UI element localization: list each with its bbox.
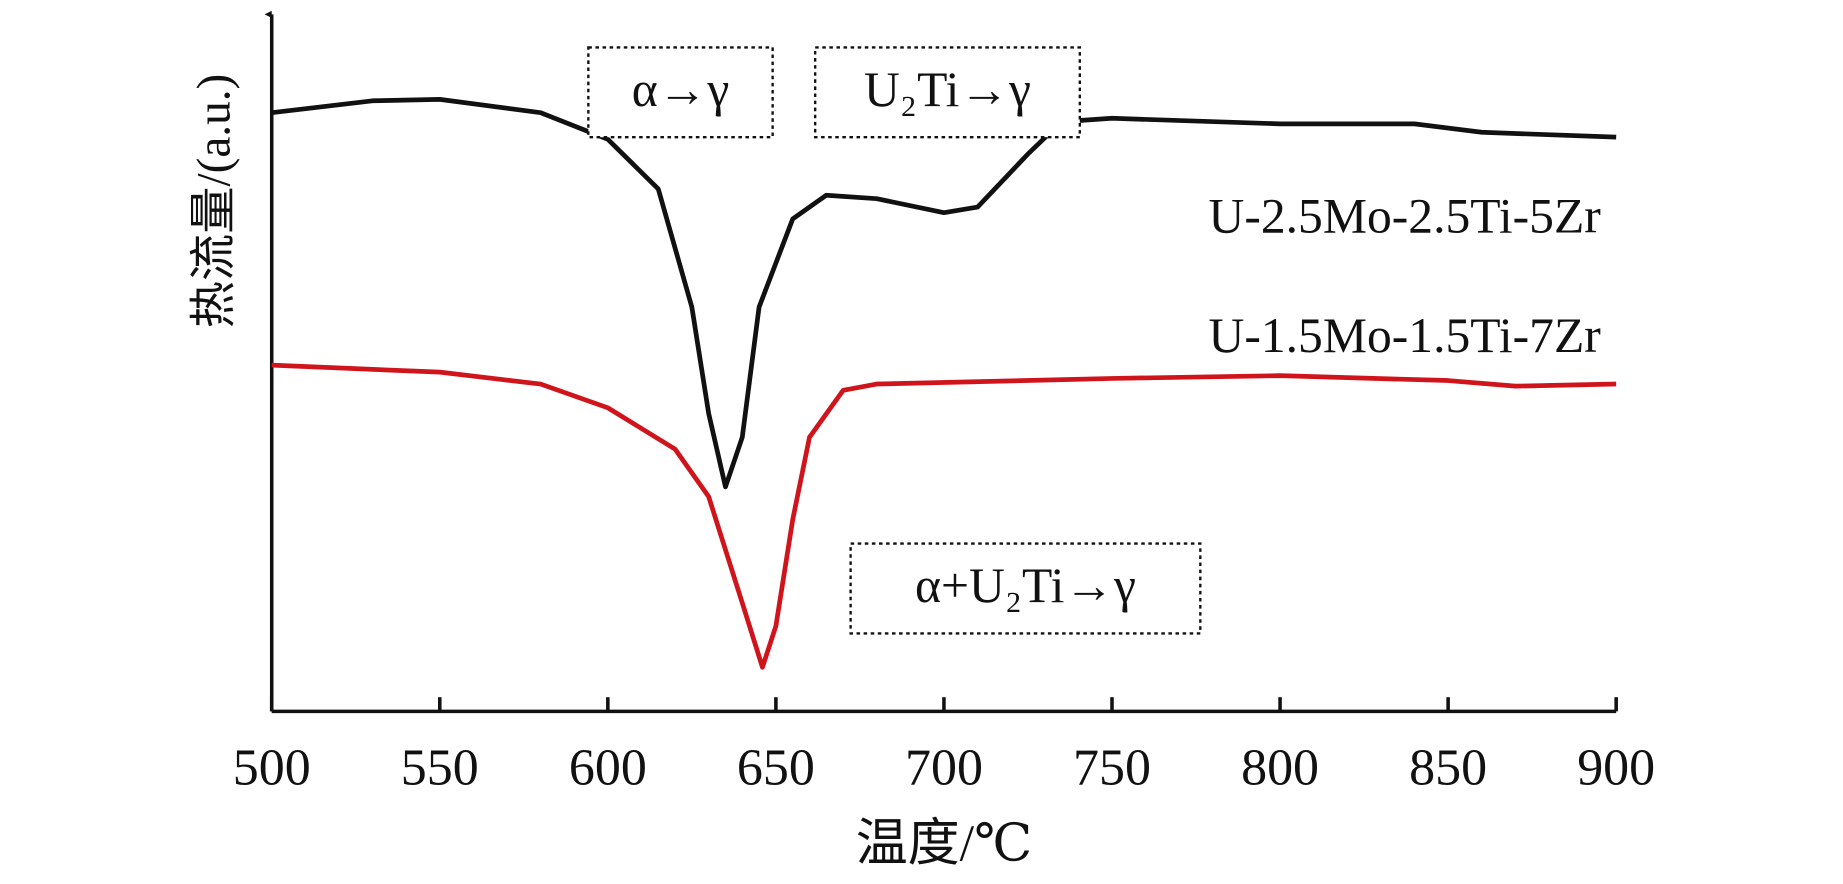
annotation: α+U₂Ti→γ [915, 558, 1136, 613]
x-tick-label: 850 [1409, 740, 1487, 797]
y-axis-label: 热流量/(a.u.) [188, 74, 240, 329]
annotation: U₂Ti→γ [864, 62, 1031, 117]
annotation-box [587, 46, 774, 139]
x-tick-label: 800 [1241, 740, 1319, 797]
x-tick-label: 750 [1073, 740, 1151, 797]
x-tick-label: 900 [1577, 740, 1655, 797]
series-label: U-2.5Mo-2.5Ti-5Zr [1209, 188, 1602, 243]
x-tick-label: 600 [569, 740, 647, 797]
x-tick-label: 700 [905, 740, 983, 797]
series-label: U-1.5Mo-1.5Ti-7Zr [1209, 308, 1602, 363]
annotation-box [849, 542, 1202, 635]
series-line [271, 97, 1617, 490]
annotation: α→γ [632, 62, 730, 117]
x-tick-label: 550 [401, 740, 479, 797]
x-tick-label: 500 [233, 740, 311, 797]
annotation-box [813, 46, 1081, 139]
x-tick-label: 650 [737, 740, 815, 797]
series-line [271, 362, 1617, 670]
x-axis-label: 温度/℃ [856, 815, 1033, 872]
